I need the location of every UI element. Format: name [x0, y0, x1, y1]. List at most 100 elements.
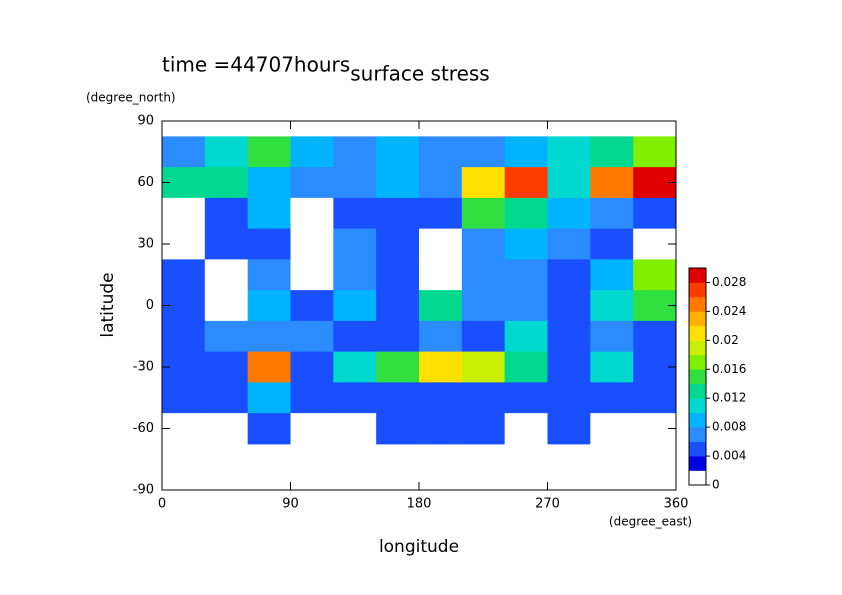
colorbar-tick-label: 0 — [712, 478, 720, 492]
field-cell — [204, 320, 249, 353]
field-cell — [376, 290, 420, 322]
field-cell — [247, 351, 291, 383]
field-cell — [590, 320, 634, 353]
field-cell — [633, 136, 677, 168]
colorbar-tick-label: 0.028 — [712, 275, 746, 289]
field-cell — [162, 320, 206, 353]
field-cell — [504, 290, 548, 322]
field-cell — [247, 228, 291, 260]
colorbar-segment — [689, 282, 706, 298]
field-cell — [504, 413, 548, 445]
field-cell — [204, 136, 249, 168]
colorbar-segment — [689, 427, 706, 442]
field-cell — [547, 351, 591, 383]
field-cell — [461, 167, 506, 199]
field-cell — [547, 167, 591, 199]
field-cell — [504, 197, 548, 230]
colorbar-segment — [689, 383, 706, 399]
field-cell — [247, 259, 291, 291]
field-cell — [247, 136, 291, 168]
field-cell — [504, 136, 548, 168]
field-cell — [461, 197, 506, 230]
colorbar-segment — [689, 354, 706, 370]
field-cell — [290, 413, 334, 445]
colorbar-tick-label: 0.008 — [712, 420, 746, 434]
field-cell — [247, 167, 291, 199]
field-cell — [204, 413, 249, 445]
field-cell — [461, 320, 506, 353]
field-cell — [633, 320, 677, 353]
y-tick-label: 90 — [137, 114, 154, 129]
field-cell — [376, 320, 420, 353]
field-cell — [290, 167, 334, 199]
field-cell — [590, 228, 634, 260]
field-cell — [590, 413, 634, 445]
field-cell — [204, 197, 249, 230]
field-cell — [204, 167, 249, 199]
field-cell — [204, 228, 249, 260]
field-cell — [504, 228, 548, 260]
y-unit: (degree_north) — [86, 91, 176, 105]
y-tick-label: -30 — [133, 360, 154, 375]
field-cell — [333, 382, 377, 414]
y-tick-label: 60 — [137, 175, 154, 190]
x-tick-label: 360 — [664, 497, 689, 512]
field-cell — [590, 351, 634, 383]
field-cell — [290, 320, 334, 353]
field-cell — [547, 228, 591, 260]
colorbar-segment — [689, 441, 706, 457]
field-cell — [547, 320, 591, 353]
colorbar-segment — [689, 311, 706, 327]
field-cell — [333, 290, 377, 322]
field-cell — [419, 290, 463, 322]
field-cell — [419, 259, 463, 291]
x-axis-title: longitude — [379, 537, 459, 557]
x-unit: (degree_east) — [609, 515, 692, 529]
colorbar-segment — [689, 398, 706, 413]
chart-title: surface stress — [350, 62, 489, 86]
field-cell — [333, 167, 377, 199]
time-label: time =44707hours — [162, 53, 350, 77]
field-cell — [547, 413, 591, 445]
field-cell — [504, 259, 548, 291]
x-tick-label: 180 — [407, 497, 432, 512]
field-cell — [333, 197, 377, 230]
colorbar-tick-label: 0.016 — [712, 362, 746, 376]
colorbar-segment — [689, 369, 706, 385]
field-cell — [504, 351, 548, 383]
field-cell — [419, 320, 463, 353]
field-cell — [419, 197, 463, 230]
field-cell — [419, 382, 463, 414]
field-cell — [290, 228, 334, 260]
field-cell — [547, 197, 591, 230]
field-cell — [376, 136, 420, 168]
colorbar-tick-label: 0.024 — [712, 304, 746, 318]
x-tick-label: 270 — [535, 497, 560, 512]
field-cell — [290, 290, 334, 322]
field-cell — [204, 259, 249, 291]
field-cell — [461, 413, 506, 445]
y-tick-label: 30 — [137, 237, 154, 252]
field-cell — [419, 167, 463, 199]
field-cell — [461, 290, 506, 322]
field-cell — [633, 382, 677, 414]
x-tick-label: 90 — [282, 497, 299, 512]
colorbar-segment — [689, 456, 706, 471]
y-tick-label: 0 — [146, 298, 154, 313]
field-cell — [376, 413, 420, 445]
field-cell — [204, 290, 249, 322]
field-cell — [247, 197, 291, 230]
field-cell — [504, 382, 548, 414]
x-tick-label: 0 — [158, 497, 166, 512]
colorbar-tick-label: 0.02 — [712, 333, 739, 347]
field-cell — [461, 136, 506, 168]
field-cell — [376, 351, 420, 383]
field-cell — [461, 351, 506, 383]
colorbar-segment — [689, 340, 706, 356]
field-cell — [590, 382, 634, 414]
field-cell — [333, 351, 377, 383]
field-cell — [461, 228, 506, 260]
field-cell — [290, 382, 334, 414]
field-cell — [590, 259, 634, 291]
